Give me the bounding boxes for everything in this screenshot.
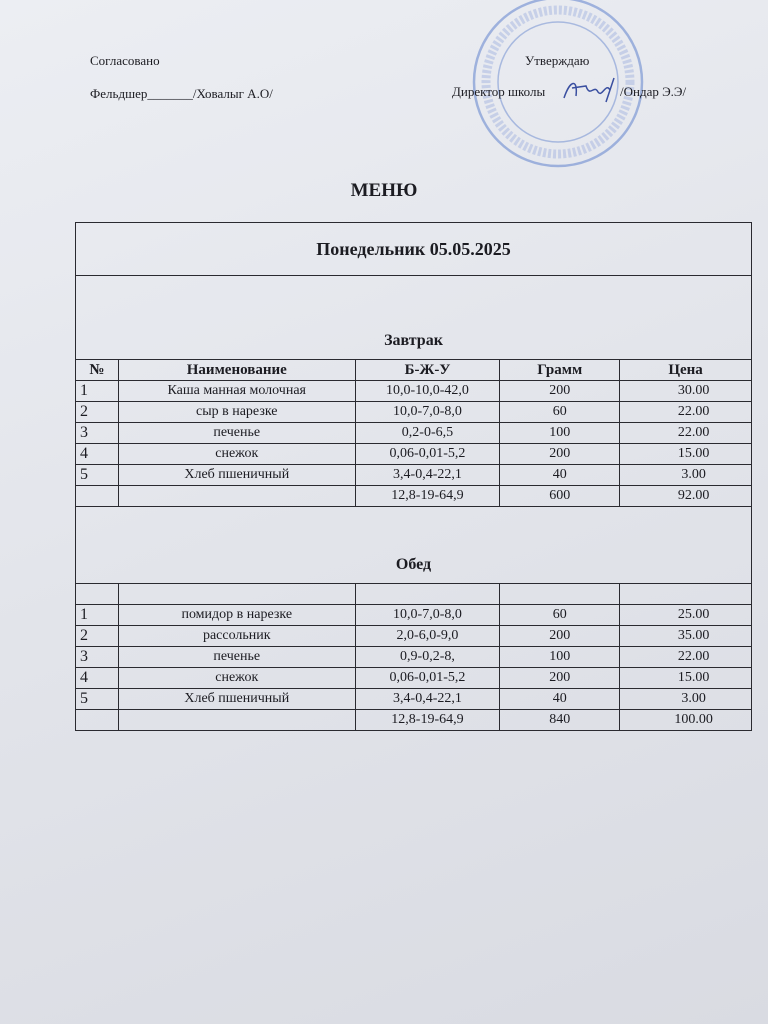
- item-bju: 10,0-7,0-8,0: [354, 401, 501, 423]
- item-number: 2: [75, 401, 119, 423]
- table-row: 1 Каша манная молочная 10,0-10,0-42,0 200 30…: [75, 380, 752, 402]
- item-gram: 200: [499, 625, 621, 647]
- table-row: 3 печенье 0,9-0,2-8, 100 22.00: [75, 646, 752, 668]
- item-number: 3: [75, 422, 119, 444]
- item-gram: 200: [499, 380, 621, 402]
- item-name: печенье: [117, 422, 356, 444]
- item-gram: 60: [499, 401, 621, 423]
- item-number: 4: [75, 667, 119, 689]
- item-price: 22.00: [619, 401, 752, 423]
- page-title: МЕНЮ: [350, 180, 418, 201]
- table-row: 4 снежок 0,06-0,01-5,2 200 15.00: [75, 443, 752, 465]
- table-header: № Наименование Б-Ж-У Грамм Цена: [75, 359, 752, 381]
- school-stamp: [472, 0, 644, 168]
- breakfast-label: Завтрак: [75, 275, 752, 360]
- item-bju: 0,2-0-6,5: [354, 422, 501, 444]
- item-name: Каша манная молочная: [117, 380, 356, 402]
- item-gram: 100: [499, 422, 621, 444]
- col-gram: Грамм: [499, 359, 621, 381]
- item-name: Хлеб пшеничный: [117, 464, 356, 486]
- item-price: 15.00: [619, 443, 752, 465]
- item-name: снежок: [117, 443, 356, 465]
- item-price: 35.00: [619, 625, 752, 647]
- item-bju: 0,9-0,2-8,: [354, 646, 501, 668]
- item-price: 22.00: [619, 422, 752, 444]
- total-price: 100.00: [619, 709, 752, 731]
- item-bju: 0,06-0,01-5,2: [354, 667, 501, 689]
- empty-row: [75, 583, 752, 605]
- item-number: 2: [75, 625, 119, 647]
- approved-label: Утверждаю: [525, 53, 590, 68]
- item-number: 3: [75, 646, 119, 668]
- item-name: рассольник: [117, 625, 356, 647]
- agreed-label: Согласовано: [90, 53, 160, 68]
- total-gram: 600: [499, 485, 621, 507]
- item-price: 3.00: [619, 688, 752, 710]
- item-gram: 200: [499, 667, 621, 689]
- item-price: 22.00: [619, 646, 752, 668]
- medic-signature-line: Фельдшер_______/Ховалыг А.О/: [90, 86, 273, 101]
- item-bju: 10,0-10,0-42,0: [354, 380, 501, 402]
- day-title: Понедельник 05.05.2025: [75, 222, 752, 276]
- item-number: 5: [75, 688, 119, 710]
- item-bju: 10,0-7,0-8,0: [354, 604, 501, 626]
- col-name: Наименование: [117, 359, 356, 381]
- director-signature: [563, 77, 615, 103]
- item-price: 15.00: [619, 667, 752, 689]
- director-name: /Ондар Э.Э/: [620, 84, 687, 99]
- item-name: Хлеб пшеничный: [117, 688, 356, 710]
- item-number: 4: [75, 443, 119, 465]
- table-row: 2 рассольник 2,0-6,0-9,0 200 35.00: [75, 625, 752, 647]
- total-bju: 12,8-19-64,9: [354, 709, 501, 731]
- col-price: Цена: [619, 359, 752, 381]
- item-price: 25.00: [619, 604, 752, 626]
- item-bju: 0,06-0,01-5,2: [354, 443, 501, 465]
- item-gram: 40: [499, 464, 621, 486]
- item-gram: 200: [499, 443, 621, 465]
- item-number: 1: [75, 380, 119, 402]
- director-label: Директор школы: [452, 84, 546, 99]
- item-bju: 2,0-6,0-9,0: [354, 625, 501, 647]
- item-gram: 100: [499, 646, 621, 668]
- table-row: 2 сыр в нарезке 10,0-7,0-8,0 60 22.00: [75, 401, 752, 423]
- total-price: 92.00: [619, 485, 752, 507]
- item-name: снежок: [117, 667, 356, 689]
- total-gram: 840: [499, 709, 621, 731]
- item-number: 1: [75, 604, 119, 626]
- item-name: сыр в нарезке: [117, 401, 356, 423]
- item-name: печенье: [117, 646, 356, 668]
- table-row: 5 Хлеб пшеничный 3,4-0,4-22,1 40 3.00: [75, 464, 752, 486]
- table-row: 1 помидор в нарезке 10,0-7,0-8,0 60 25.00: [75, 604, 752, 626]
- menu-table: Понедельник 05.05.2025 Завтрак № Наимено…: [75, 222, 752, 731]
- total-bju: 12,8-19-64,9: [354, 485, 501, 507]
- item-number: 5: [75, 464, 119, 486]
- item-price: 30.00: [619, 380, 752, 402]
- item-name: помидор в нарезке: [117, 604, 356, 626]
- lunch-total-row: 12,8-19-64,9 840 100.00: [75, 709, 752, 731]
- item-bju: 3,4-0,4-22,1: [354, 688, 501, 710]
- item-bju: 3,4-0,4-22,1: [354, 464, 501, 486]
- table-row: 4 снежок 0,06-0,01-5,2 200 15.00: [75, 667, 752, 689]
- breakfast-total-row: 12,8-19-64,9 600 92.00: [75, 485, 752, 507]
- table-row: 3 печенье 0,2-0-6,5 100 22.00: [75, 422, 752, 444]
- item-gram: 40: [499, 688, 621, 710]
- item-gram: 60: [499, 604, 621, 626]
- table-row: 5 Хлеб пшеничный 3,4-0,4-22,1 40 3.00: [75, 688, 752, 710]
- item-price: 3.00: [619, 464, 752, 486]
- col-number: №: [75, 359, 119, 381]
- col-bju: Б-Ж-У: [354, 359, 501, 381]
- lunch-label: Обед: [75, 506, 752, 584]
